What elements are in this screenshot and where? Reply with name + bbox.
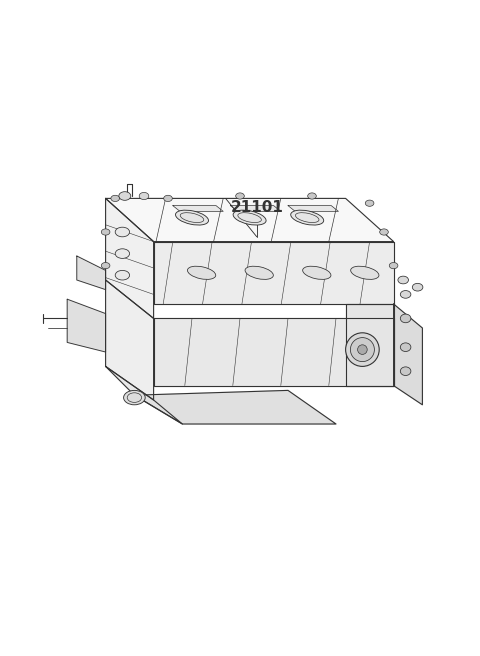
Ellipse shape	[350, 338, 374, 361]
Ellipse shape	[233, 210, 266, 225]
Polygon shape	[154, 241, 394, 304]
Ellipse shape	[346, 333, 379, 367]
Polygon shape	[106, 367, 182, 424]
Ellipse shape	[115, 227, 130, 237]
Ellipse shape	[111, 195, 120, 201]
Polygon shape	[67, 299, 106, 352]
Ellipse shape	[139, 192, 149, 199]
Polygon shape	[394, 304, 422, 405]
Ellipse shape	[400, 314, 411, 323]
Ellipse shape	[398, 276, 408, 284]
Ellipse shape	[358, 345, 367, 354]
Ellipse shape	[365, 200, 374, 207]
Ellipse shape	[101, 229, 110, 235]
Ellipse shape	[236, 193, 244, 199]
Ellipse shape	[119, 192, 131, 200]
Ellipse shape	[351, 266, 379, 279]
Polygon shape	[106, 198, 154, 318]
Polygon shape	[77, 256, 106, 289]
Ellipse shape	[188, 266, 216, 279]
Ellipse shape	[291, 210, 324, 225]
Ellipse shape	[101, 262, 110, 269]
Polygon shape	[346, 304, 394, 386]
Ellipse shape	[389, 262, 398, 269]
Ellipse shape	[308, 193, 316, 199]
Ellipse shape	[380, 229, 388, 235]
Ellipse shape	[124, 390, 145, 405]
Polygon shape	[288, 205, 338, 211]
Ellipse shape	[115, 249, 130, 258]
Polygon shape	[106, 280, 154, 400]
Ellipse shape	[303, 266, 331, 279]
Text: 21101: 21101	[230, 200, 283, 215]
Ellipse shape	[176, 210, 208, 225]
Ellipse shape	[400, 367, 411, 375]
Polygon shape	[230, 205, 281, 211]
Polygon shape	[106, 198, 394, 241]
Ellipse shape	[400, 343, 411, 352]
Ellipse shape	[400, 291, 411, 298]
Polygon shape	[134, 390, 336, 424]
Ellipse shape	[245, 266, 273, 279]
Ellipse shape	[164, 195, 172, 201]
Ellipse shape	[412, 283, 423, 291]
Ellipse shape	[115, 270, 130, 280]
Polygon shape	[154, 318, 394, 386]
Polygon shape	[173, 205, 223, 211]
